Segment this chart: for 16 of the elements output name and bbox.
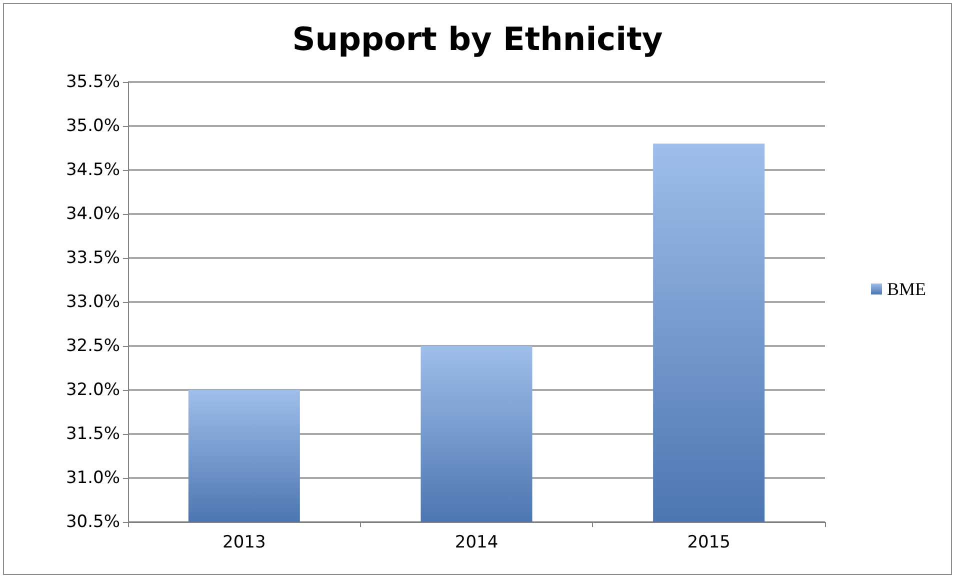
y-tick-label: 30.5% xyxy=(66,512,120,532)
y-tick-label: 35.0% xyxy=(66,116,120,136)
y-tick-label: 31.0% xyxy=(66,468,120,488)
y-tick-label: 34.5% xyxy=(66,160,120,180)
legend-label: BME xyxy=(886,279,926,299)
y-tick-label: 32.0% xyxy=(66,380,120,400)
y-tick-label: 33.0% xyxy=(66,292,120,312)
x-tick-label: 2015 xyxy=(687,532,730,552)
y-tick-label: 34.0% xyxy=(66,204,120,224)
y-tick-label: 32.5% xyxy=(66,336,120,356)
chart-title: Support by Ethnicity xyxy=(292,20,663,58)
x-tick-label: 2014 xyxy=(454,532,498,552)
y-tick-label: 35.5% xyxy=(66,72,120,92)
y-tick-label: 33.5% xyxy=(66,248,120,268)
y-tick-label: 31.5% xyxy=(66,424,120,444)
x-tick-label: 2013 xyxy=(222,532,266,552)
